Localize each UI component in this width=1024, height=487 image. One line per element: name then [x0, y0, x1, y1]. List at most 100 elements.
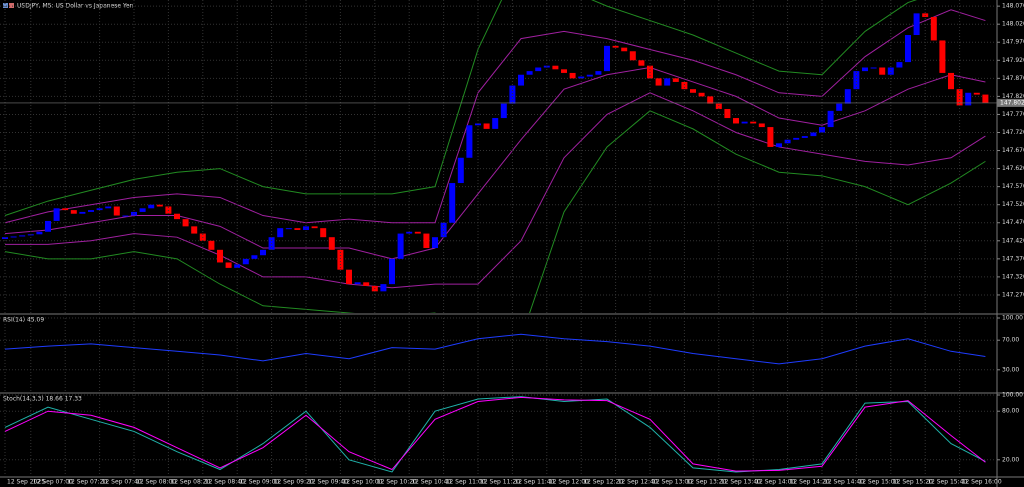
- candle: [397, 233, 404, 259]
- candle: [518, 74, 524, 86]
- indicator-line: [5, 92, 986, 289]
- x-tick-label: 12 Sep 14:20: [790, 479, 830, 486]
- candle: [113, 206, 120, 216]
- candle: [535, 67, 542, 72]
- candle: [251, 255, 258, 259]
- window-icon: [3, 3, 8, 8]
- candle: [2, 237, 8, 239]
- candle: [62, 208, 69, 211]
- indicator-line: [4, 110, 986, 313]
- candle: [156, 204, 163, 207]
- y-tick-label: 147.670: [1002, 147, 1024, 154]
- candle: [724, 109, 731, 119]
- candle: [105, 206, 112, 209]
- candle: [328, 237, 335, 250]
- candle: [285, 228, 292, 230]
- candle: [53, 208, 60, 221]
- y-tick-label: 70.00: [1002, 337, 1019, 344]
- x-tick-label: 12 Sep 07:20: [67, 479, 107, 486]
- candle: [208, 240, 215, 250]
- candle: [492, 118, 499, 129]
- candle: [432, 237, 438, 249]
- candle: [36, 231, 43, 235]
- indicator-line: [4, 396, 986, 472]
- y-tick-label: 100.00: [1002, 392, 1023, 399]
- x-tick-label: 12 Sep 07:40: [102, 479, 142, 486]
- candle: [672, 78, 679, 82]
- candle: [423, 233, 430, 249]
- candle: [45, 220, 51, 232]
- candle: [801, 136, 808, 138]
- x-tick-label: 12 Sep 09:00: [239, 479, 279, 486]
- candle: [776, 143, 782, 147]
- candle: [612, 45, 619, 48]
- rsi-title: RSI(14) 45.09: [3, 317, 44, 324]
- candle: [354, 282, 361, 285]
- candle: [793, 137, 800, 140]
- candle: [88, 210, 94, 212]
- y-tick-label: 80.00: [1002, 408, 1019, 415]
- candle: [526, 71, 533, 75]
- y-tick-label: 147.720: [1002, 129, 1024, 136]
- candle: [406, 231, 413, 234]
- x-tick-label: 12 Sep 11:00: [446, 479, 486, 486]
- indicator-line: [4, 9, 986, 224]
- candle: [844, 89, 851, 104]
- y-tick-label: 147.620: [1002, 165, 1024, 172]
- last-price-box: [997, 98, 1024, 107]
- x-tick-label: 12 Sep 13:20: [686, 479, 726, 486]
- candle: [982, 94, 989, 103]
- candle: [758, 123, 765, 128]
- indicator-line: [4, 396, 986, 473]
- y-tick-label: 147.570: [1002, 183, 1024, 190]
- candle: [217, 249, 223, 263]
- candle: [939, 40, 946, 73]
- candle: [827, 110, 834, 128]
- candle: [182, 219, 189, 227]
- x-tick-label: 12 Sep 11:40: [514, 479, 554, 486]
- y-tick-label: 147.770: [1002, 111, 1024, 118]
- x-tick-label: 12 Sep 10:40: [411, 479, 451, 486]
- x-tick-label: 12 Sep 10:20: [377, 479, 417, 486]
- candle: [870, 67, 877, 69]
- candle: [552, 65, 559, 70]
- candle: [122, 215, 129, 217]
- candle: [905, 35, 911, 63]
- candle: [664, 78, 671, 86]
- candle: [930, 16, 937, 41]
- candle: [311, 226, 318, 229]
- candle: [96, 208, 103, 211]
- candle: [913, 13, 920, 36]
- x-tick-label: 12 Sep 12:40: [618, 479, 658, 486]
- candle: [561, 69, 567, 73]
- indicator-line: [4, 333, 986, 365]
- y-tick-label: 148.020: [1002, 21, 1024, 28]
- y-tick-label: 30.00: [1002, 366, 1019, 373]
- candle: [879, 67, 886, 75]
- x-tick-label: 12 Sep 13:40: [721, 479, 761, 486]
- candle: [191, 226, 198, 234]
- candle: [896, 62, 903, 68]
- x-tick-label: 12 Sep 08:00: [136, 479, 176, 486]
- candle: [733, 118, 739, 124]
- candle: [741, 121, 748, 124]
- x-tick-label: 12 Sep 11:20: [480, 479, 520, 486]
- x-tick-label: 12 Sep 14:40: [824, 479, 864, 486]
- y-tick-label: 147.470: [1002, 219, 1024, 226]
- candle: [698, 92, 705, 97]
- candle: [956, 89, 963, 106]
- candle: [320, 228, 327, 238]
- candle: [973, 92, 980, 95]
- candle: [887, 67, 894, 75]
- candle: [337, 249, 344, 270]
- candle: [604, 45, 610, 72]
- candle: [836, 103, 843, 111]
- candle: [363, 282, 370, 286]
- y-tick-label: 147.420: [1002, 237, 1024, 244]
- y-tick-label: 147.870: [1002, 75, 1024, 82]
- x-tick-label: 12 Sep 10:00: [342, 479, 382, 486]
- candle: [638, 60, 645, 66]
- candle: [242, 258, 249, 265]
- candle: [174, 213, 180, 220]
